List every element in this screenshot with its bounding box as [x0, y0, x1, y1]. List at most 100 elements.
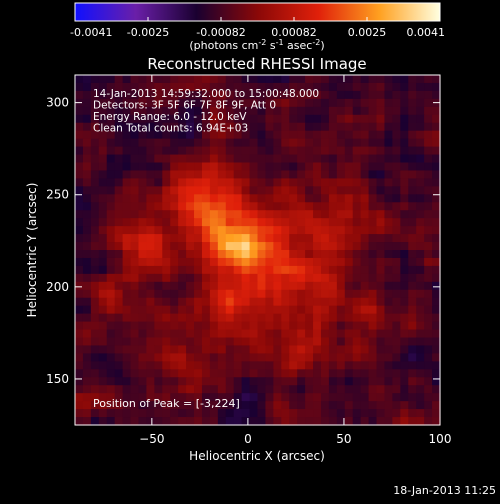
- heatmap-cell: [360, 345, 370, 354]
- heatmap-cell: [98, 138, 108, 148]
- heatmap-cell: [122, 281, 132, 291]
- heatmap-cell: [392, 369, 401, 378]
- heatmap-cell: [400, 202, 409, 211]
- heatmap-cell: [384, 329, 393, 339]
- heatmap-cell: [98, 257, 108, 267]
- heatmap-cell: [320, 409, 330, 418]
- heatmap-cell: [400, 234, 409, 243]
- heatmap-cell: [122, 257, 132, 267]
- heatmap-cell: [201, 409, 211, 418]
- heatmap-cell: [146, 321, 155, 331]
- heatmap-cell: [233, 98, 243, 108]
- heatmap-cell: [352, 345, 362, 354]
- heatmap-cell: [75, 297, 84, 307]
- heatmap-cell: [90, 218, 100, 227]
- heatmap-cell: [368, 385, 378, 394]
- heatmap-cell: [352, 226, 362, 235]
- heatmap-cell: [241, 170, 251, 179]
- heatmap-cell: [98, 114, 108, 124]
- heatmap-cell: [368, 305, 378, 315]
- heatmap-cell: [289, 130, 298, 140]
- heatmap-cell: [336, 170, 346, 179]
- heatmap-cell: [368, 226, 378, 235]
- heatmap-cell: [257, 242, 267, 251]
- heatmap-cell: [297, 321, 306, 331]
- heatmap-cell: [225, 369, 235, 378]
- heatmap-cell: [162, 122, 171, 132]
- heatmap-cell: [225, 106, 235, 116]
- heatmap-cell: [432, 289, 441, 299]
- heatmap-cell: [368, 146, 378, 156]
- heatmap-cell: [75, 377, 84, 386]
- heatmap-cell: [360, 377, 370, 386]
- heatmap-cell: [106, 305, 116, 315]
- heatmap-cell: [106, 75, 116, 84]
- heatmap-cell: [328, 138, 338, 148]
- heatmap-cell: [217, 122, 227, 132]
- heatmap-cell: [249, 234, 259, 243]
- heatmap-cell: [82, 194, 92, 203]
- heatmap-cell: [352, 178, 362, 187]
- x-tick-label: 0: [244, 432, 252, 446]
- heatmap-cell: [106, 90, 116, 100]
- heatmap-cell: [186, 281, 195, 291]
- heatmap-cell: [162, 106, 171, 116]
- heatmap-cell: [265, 194, 274, 203]
- heatmap-cell: [432, 369, 441, 378]
- heatmap-cell: [138, 114, 148, 124]
- heatmap-cell: [201, 242, 211, 251]
- heatmap-cell: [225, 297, 235, 307]
- heatmap-cell: [233, 305, 243, 315]
- heatmap-cell: [194, 234, 203, 243]
- heatmap-cell: [281, 170, 290, 179]
- heatmap-cell: [257, 265, 267, 275]
- heatmap-cell: [257, 337, 267, 347]
- heatmap-cell: [313, 409, 322, 418]
- heatmap-cell: [265, 114, 274, 124]
- heatmap-cell: [376, 178, 386, 187]
- heatmap-cell: [225, 138, 235, 148]
- heatmap-cell: [320, 281, 330, 291]
- heatmap-cell: [241, 321, 251, 331]
- heatmap-cell: [106, 226, 116, 235]
- heatmap-cell: [146, 297, 155, 307]
- heatmap-cell: [170, 90, 179, 100]
- heatmap-cell: [368, 250, 378, 259]
- heatmap-cell: [424, 345, 433, 354]
- heatmap-cell: [336, 337, 346, 347]
- heatmap-cell: [225, 377, 235, 386]
- heatmap-cell: [416, 114, 425, 124]
- heatmap-cell: [209, 273, 219, 283]
- heatmap-cell: [257, 321, 267, 331]
- heatmap-cell: [98, 154, 108, 164]
- y-tick-label: 150: [46, 372, 69, 386]
- heatmap-cell: [170, 98, 179, 108]
- heatmap-cell: [328, 162, 338, 172]
- heatmap-cell: [170, 377, 179, 386]
- heatmap-cell: [424, 305, 433, 315]
- heatmap-cell: [376, 90, 386, 100]
- heatmap-cell: [328, 345, 338, 354]
- heatmap-cell: [233, 210, 243, 219]
- info-line: Clean Total counts: 6.94E+03: [93, 123, 248, 135]
- heatmap-cell: [194, 329, 203, 339]
- heatmap-cell: [289, 218, 298, 227]
- heatmap-cell: [225, 385, 235, 394]
- heatmap-cell: [146, 337, 155, 347]
- heatmap-cell: [313, 401, 322, 410]
- heatmap-cell: [313, 130, 322, 140]
- heatmap-cell: [400, 273, 409, 283]
- heatmap-cell: [265, 130, 274, 140]
- heatmap-cell: [130, 98, 140, 108]
- heatmap-cell: [257, 329, 267, 339]
- heatmap-cell: [416, 281, 425, 291]
- heatmap-cell: [225, 130, 235, 140]
- heatmap-cell: [320, 186, 330, 195]
- heatmap-cell: [114, 202, 124, 211]
- heatmap-cell: [313, 385, 322, 394]
- heatmap-cell: [170, 265, 179, 275]
- heatmap-cell: [273, 98, 282, 108]
- heatmap-cell: [130, 186, 140, 195]
- heatmap-cell: [400, 289, 409, 299]
- heatmap-cell: [170, 154, 179, 164]
